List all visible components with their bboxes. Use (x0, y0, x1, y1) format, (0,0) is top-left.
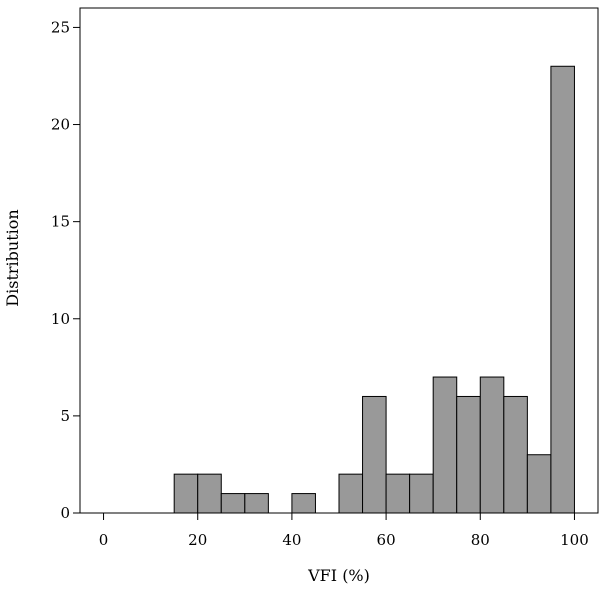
y-tick-label: 25 (51, 18, 70, 36)
histogram-bar-30-35 (244, 493, 269, 514)
histogram-bar-50-55 (338, 473, 364, 514)
bars-group (173, 65, 575, 514)
histogram-bar-40-45 (291, 493, 316, 514)
y-tick-label: 5 (60, 407, 70, 425)
histogram-bar-20-25 (197, 473, 222, 514)
y-tick-label: 15 (51, 213, 70, 231)
histogram-bar-75-80 (456, 395, 481, 514)
x-tick-label: 0 (99, 531, 109, 549)
y-tick-label: 10 (51, 310, 70, 328)
histogram-bar-15-20 (173, 473, 199, 514)
histogram-bar-60-65 (385, 473, 411, 514)
x-axis-ticks: 0 20 40 60 80 100 (99, 513, 589, 549)
y-tick-label: 20 (51, 116, 70, 134)
x-tick-label: 40 (282, 531, 301, 549)
histogram-bar-90-95 (526, 454, 552, 514)
histogram-bar-65-70 (409, 473, 434, 514)
histogram-bar-25-30 (220, 493, 246, 514)
histogram-bar-95-100 (550, 65, 575, 514)
histogram-bar-85-90 (503, 395, 528, 514)
x-axis-label: VFI (%) (307, 566, 370, 585)
x-tick-label: 60 (377, 531, 396, 549)
histogram-bar-80-85 (479, 376, 505, 514)
histogram-bar-55-60 (362, 395, 387, 514)
y-axis-label: Distribution (3, 209, 22, 306)
y-axis-ticks: 0 5 10 15 20 25 (51, 18, 80, 522)
x-tick-label: 80 (471, 531, 490, 549)
x-tick-label: 100 (560, 531, 589, 549)
x-tick-label: 20 (188, 531, 207, 549)
histogram-bar-70-75 (432, 376, 458, 514)
y-tick-label: 0 (60, 504, 70, 522)
